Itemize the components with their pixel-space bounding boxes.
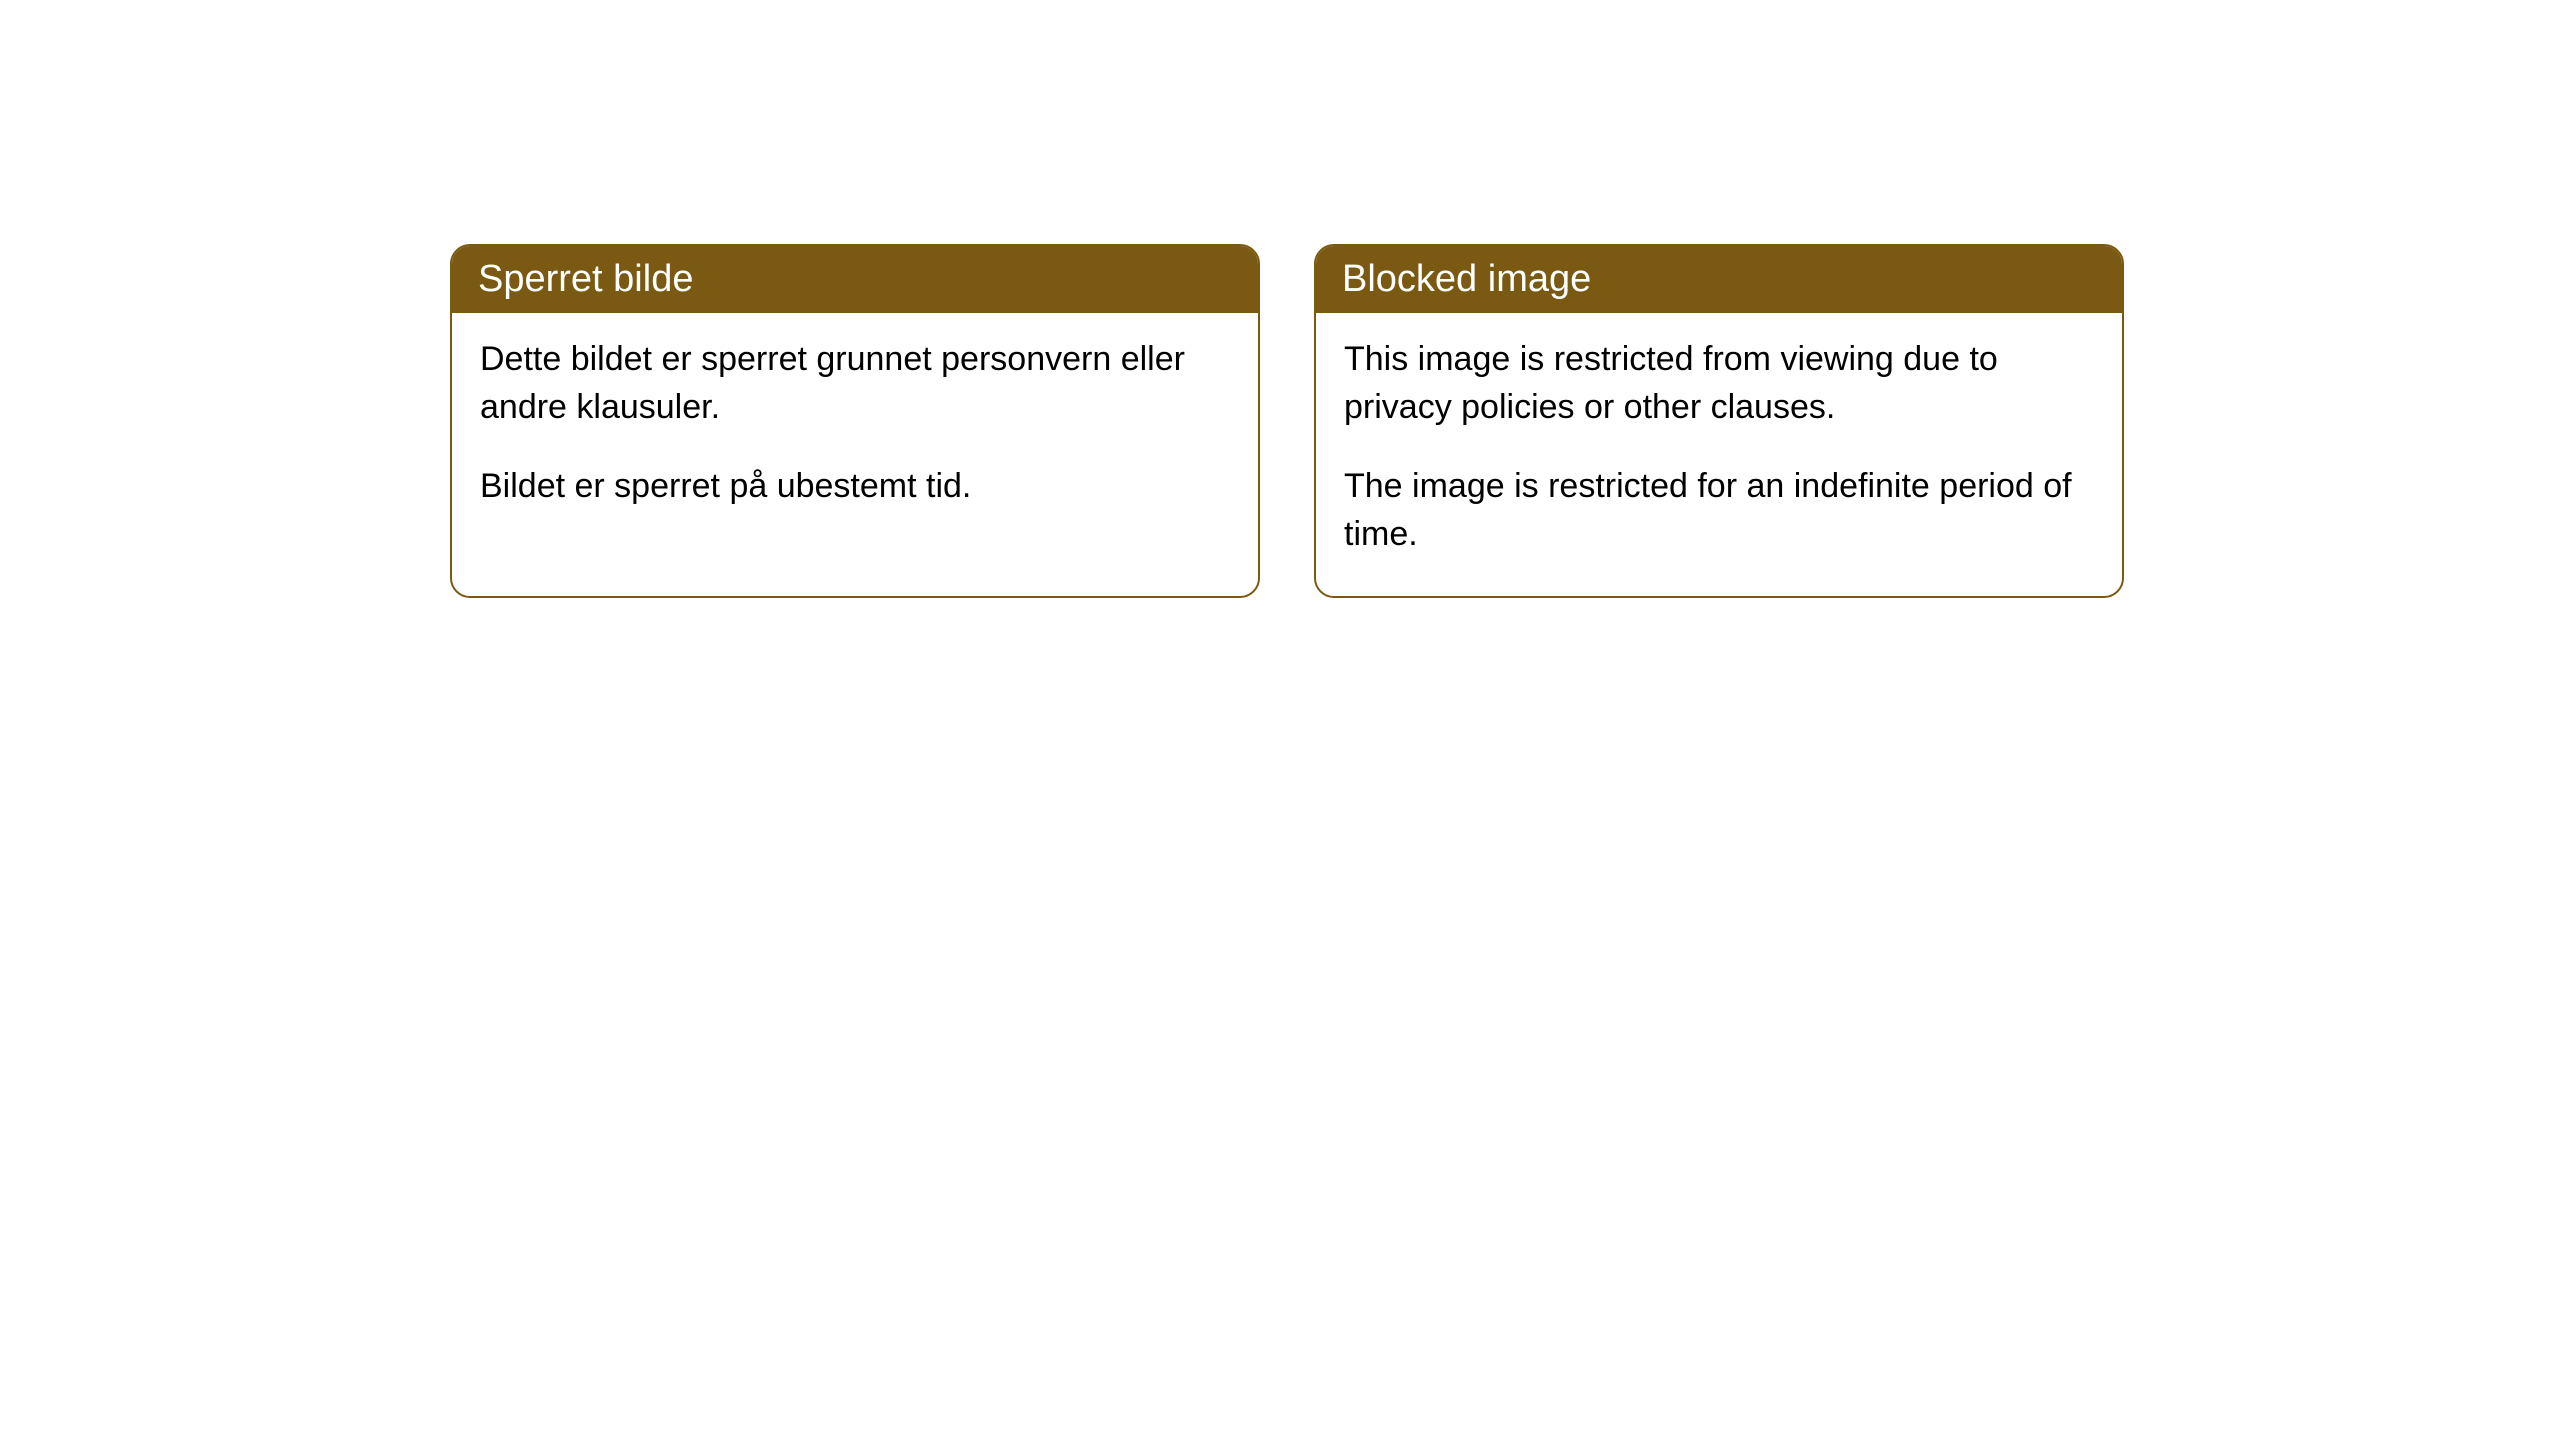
card-paragraph-1: Dette bildet er sperret grunnet personve… [480, 335, 1230, 432]
blocked-image-card-english: Blocked image This image is restricted f… [1314, 244, 2124, 598]
card-body: Dette bildet er sperret grunnet personve… [452, 313, 1258, 548]
card-header: Sperret bilde [452, 246, 1258, 313]
card-paragraph-2: Bildet er sperret på ubestemt tid. [480, 462, 1230, 510]
card-body: This image is restricted from viewing du… [1316, 313, 2122, 596]
blocked-image-card-norwegian: Sperret bilde Dette bildet er sperret gr… [450, 244, 1260, 598]
notice-cards-container: Sperret bilde Dette bildet er sperret gr… [0, 0, 2560, 598]
card-header: Blocked image [1316, 246, 2122, 313]
card-title: Sperret bilde [478, 258, 693, 300]
card-paragraph-1: This image is restricted from viewing du… [1344, 335, 2094, 432]
card-paragraph-2: The image is restricted for an indefinit… [1344, 462, 2094, 559]
card-title: Blocked image [1342, 258, 1591, 300]
